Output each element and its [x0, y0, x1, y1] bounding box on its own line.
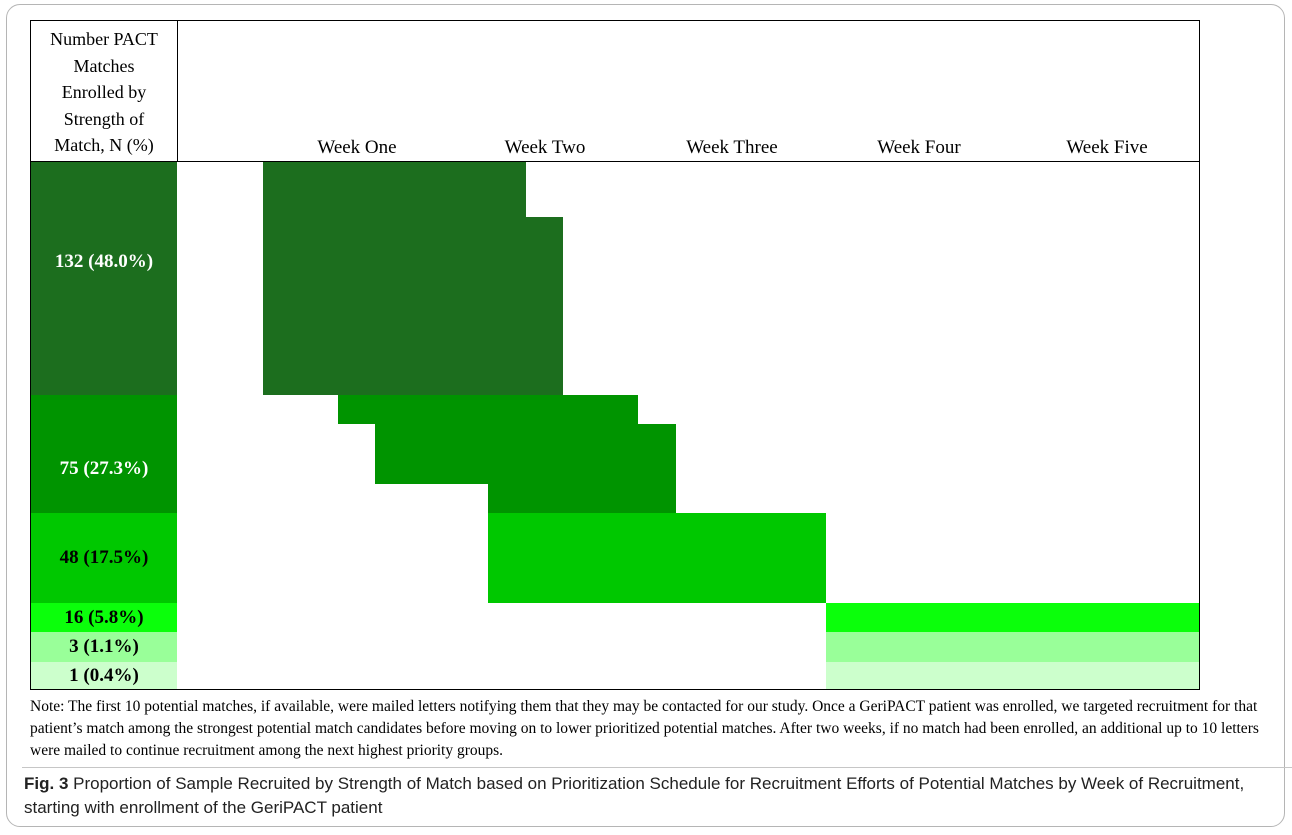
week-header-4: Week Four — [877, 137, 961, 158]
recruitment-schedule-chart — [30, 20, 1200, 690]
row-color-block-1 — [31, 162, 177, 395]
row-label-3: 48 (17.5%) — [59, 547, 149, 568]
schedule-block-strength-2-c — [488, 484, 676, 513]
caption-label: Fig. 3 — [24, 774, 69, 793]
row-label-1: 132 (48.0%) — [54, 251, 154, 272]
schedule-block-strength-1-a — [263, 162, 526, 395]
schedule-block-strength-3 — [488, 513, 826, 603]
row-color-block-5 — [31, 632, 177, 662]
corner-header: Number PACT Matches Enrolled by Strength… — [50, 29, 158, 155]
week-header-1: Week One — [317, 137, 397, 158]
figure-note: Note: The first 10 potential matches, if… — [30, 698, 1259, 759]
row-color-block-6 — [31, 662, 177, 690]
row-label-5: 3 (1.1%) — [69, 636, 139, 657]
label-column-divider — [177, 20, 178, 161]
week-header-5: Week Five — [1066, 137, 1148, 158]
row-color-block-3 — [31, 513, 177, 603]
schedule-block-strength-6 — [826, 662, 1199, 690]
figure-frame — [6, 4, 1285, 827]
row-color-block-4 — [31, 603, 177, 632]
caption-divider — [22, 767, 1292, 768]
week-header-3: Week Three — [686, 137, 778, 158]
schedule-block-strength-2-a — [338, 395, 638, 424]
caption-text: Proportion of Sample Recruited by Streng… — [24, 774, 1245, 817]
row-color-block-2 — [31, 395, 177, 513]
week-header-2: Week Two — [504, 137, 586, 158]
schedule-block-strength-1-b — [526, 217, 563, 395]
schedule-block-strength-5 — [826, 632, 1199, 662]
schedule-block-strength-2-b — [375, 424, 676, 484]
row-label-2: 75 (27.3%) — [59, 457, 149, 479]
row-label-6: 1 (0.4%) — [69, 665, 139, 686]
figure-caption: Fig. 3 Proportion of Sample Recruited by… — [24, 772, 1274, 820]
header-divider-line — [30, 161, 1200, 162]
row-label-4: 16 (5.8%) — [64, 606, 144, 628]
schedule-block-strength-4 — [826, 603, 1199, 632]
bottom-line — [30, 689, 1200, 690]
